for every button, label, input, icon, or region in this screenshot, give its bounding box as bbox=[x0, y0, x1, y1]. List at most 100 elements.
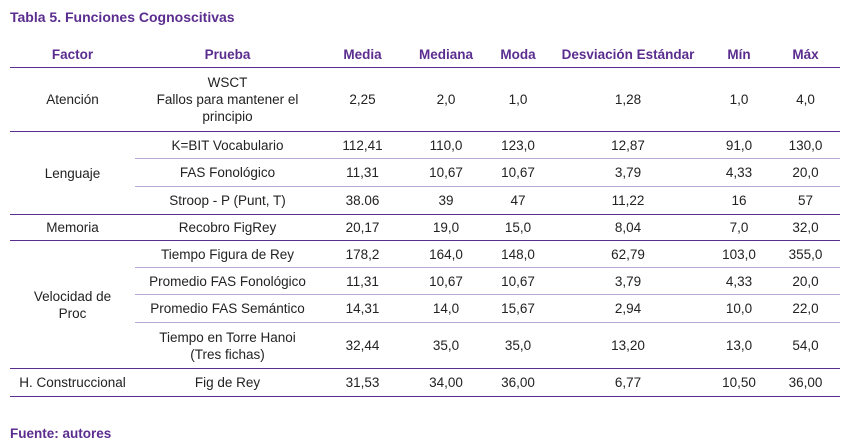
prueba-cell: Fig de Rey bbox=[135, 368, 320, 397]
table-row: Velocidad de Proc Tiempo Figura de Rey 1… bbox=[10, 240, 840, 369]
value-cell: 13,20 bbox=[549, 322, 707, 369]
table-title: Tabla 5. Funciones Cognoscitivas bbox=[10, 9, 235, 25]
prueba-line: WSCT bbox=[207, 75, 248, 90]
value-cell: 39 bbox=[405, 186, 487, 215]
header-media: Media bbox=[320, 42, 405, 68]
table-row: Tiempo en Torre Hanoi (Tres fichas) 32,4… bbox=[10, 322, 840, 369]
table-row: FAS Fonológico 11,31 10,67 10,67 3,79 4,… bbox=[10, 158, 840, 187]
value-cell: 35,0 bbox=[405, 322, 487, 369]
header-prueba: Prueba bbox=[135, 42, 320, 68]
value-cell: 15,0 bbox=[487, 214, 549, 241]
value-cell: 31,53 bbox=[320, 368, 405, 397]
prueba-cell: Tiempo en Torre Hanoi (Tres fichas) bbox=[135, 322, 320, 369]
value-cell: 10,50 bbox=[707, 368, 771, 397]
table-row: Lenguaje K=BIT Vocabulario 112,41 110,0 … bbox=[10, 131, 840, 215]
value-cell: 1,28 bbox=[549, 67, 707, 132]
value-cell: 4,33 bbox=[707, 158, 771, 187]
value-cell: 7,0 bbox=[707, 214, 771, 241]
prueba-cell: Stroop - P (Punt, T) bbox=[135, 186, 320, 215]
value-cell: 10,67 bbox=[487, 267, 549, 295]
prueba-cell: Tiempo Figura de Rey bbox=[135, 240, 320, 268]
value-cell: 112,41 bbox=[320, 131, 405, 159]
value-cell: 164,0 bbox=[405, 240, 487, 268]
value-cell: 20,17 bbox=[320, 214, 405, 241]
value-cell: 15,67 bbox=[487, 294, 549, 323]
header-mediana: Mediana bbox=[405, 42, 487, 68]
value-cell: 148,0 bbox=[487, 240, 549, 268]
value-cell: 3,79 bbox=[549, 158, 707, 187]
factor-cell: Lenguaje bbox=[10, 131, 135, 215]
value-cell: 123,0 bbox=[487, 131, 549, 159]
value-cell: 10,0 bbox=[707, 294, 771, 323]
value-cell: 11,22 bbox=[549, 186, 707, 215]
header-desviacion: Desviación Estándar bbox=[549, 42, 707, 68]
value-cell: 34,00 bbox=[405, 368, 487, 397]
value-cell: 355,0 bbox=[771, 240, 840, 268]
value-cell: 130,0 bbox=[771, 131, 840, 159]
value-cell: 20,0 bbox=[771, 267, 840, 295]
factor-cell: Atención bbox=[10, 67, 135, 132]
value-cell: 4,0 bbox=[771, 67, 840, 132]
header-max: Máx bbox=[771, 42, 840, 68]
value-cell: 11,31 bbox=[320, 158, 405, 187]
value-cell: 22,0 bbox=[771, 294, 840, 323]
value-cell: 14,31 bbox=[320, 294, 405, 323]
value-cell: 12,87 bbox=[549, 131, 707, 159]
value-cell: 1,0 bbox=[707, 67, 771, 132]
value-cell: 6,77 bbox=[549, 368, 707, 397]
value-cell: 103,0 bbox=[707, 240, 771, 268]
value-cell: 54,0 bbox=[771, 322, 840, 369]
value-cell: 38.06 bbox=[320, 186, 405, 215]
value-cell: 4,33 bbox=[707, 267, 771, 295]
table-row: Atención WSCT Fallos para mantener el pr… bbox=[10, 67, 840, 132]
value-cell: 14,0 bbox=[405, 294, 487, 323]
prueba-cell: Promedio FAS Semántico bbox=[135, 294, 320, 323]
value-cell: 32,0 bbox=[771, 214, 840, 241]
value-cell: 19,0 bbox=[405, 214, 487, 241]
value-cell: 1,0 bbox=[487, 67, 549, 132]
table-row: Promedio FAS Semántico 14,31 14,0 15,67 … bbox=[10, 294, 840, 323]
value-cell: 62,79 bbox=[549, 240, 707, 268]
value-cell: 2,94 bbox=[549, 294, 707, 323]
value-cell: 16 bbox=[707, 186, 771, 215]
factor-cell: Velocidad de Proc bbox=[10, 240, 135, 369]
table-row: Stroop - P (Punt, T) 38.06 39 47 11,22 1… bbox=[10, 186, 840, 215]
value-cell: 36,00 bbox=[487, 368, 549, 397]
prueba-line: Fallos para mantener el bbox=[156, 92, 299, 107]
prueba-cell: FAS Fonológico bbox=[135, 158, 320, 187]
value-cell: 47 bbox=[487, 186, 549, 215]
table-row: Memoria Recobro FigRey 20,17 19,0 15,0 8… bbox=[10, 214, 840, 241]
value-cell: 11,31 bbox=[320, 267, 405, 295]
value-cell: 8,04 bbox=[549, 214, 707, 241]
factor-cell: Memoria bbox=[10, 214, 135, 241]
table-row: H. Construccional Fig de Rey 31,53 34,00… bbox=[10, 368, 840, 397]
header-moda: Moda bbox=[487, 42, 549, 68]
source-note: Fuente: autores bbox=[10, 426, 112, 441]
value-cell: 32,44 bbox=[320, 322, 405, 369]
value-cell: 10,67 bbox=[487, 158, 549, 187]
value-cell: 36,00 bbox=[771, 368, 840, 397]
value-cell: 20,0 bbox=[771, 158, 840, 187]
factor-cell: H. Construccional bbox=[10, 368, 135, 397]
value-cell: 13,0 bbox=[707, 322, 771, 369]
value-cell: 2,25 bbox=[320, 67, 405, 132]
prueba-line: Tiempo en Torre Hanoi bbox=[159, 329, 296, 345]
prueba-cell: WSCT Fallos para mantener el principio bbox=[135, 67, 320, 132]
header-row: Factor Prueba Media Mediana Moda Desviac… bbox=[10, 42, 840, 68]
prueba-cell: K=BIT Vocabulario bbox=[135, 131, 320, 159]
table-row: Promedio FAS Fonológico 11,31 10,67 10,6… bbox=[10, 267, 840, 295]
value-cell: 57 bbox=[771, 186, 840, 215]
value-cell: 10,67 bbox=[405, 158, 487, 187]
value-cell: 2,0 bbox=[405, 67, 487, 132]
header-factor: Factor bbox=[10, 42, 135, 68]
value-cell: 10,67 bbox=[405, 267, 487, 295]
prueba-cell: Recobro FigRey bbox=[135, 214, 320, 241]
value-cell: 91,0 bbox=[707, 131, 771, 159]
value-cell: 110,0 bbox=[405, 131, 487, 159]
factor-line: Proc bbox=[58, 305, 87, 321]
value-cell: 3,79 bbox=[549, 267, 707, 295]
prueba-cell: Promedio FAS Fonológico bbox=[135, 267, 320, 295]
cognitive-functions-table: Factor Prueba Media Mediana Moda Desviac… bbox=[10, 42, 840, 397]
prueba-line: principio bbox=[202, 109, 253, 124]
factor-line: Velocidad de bbox=[33, 288, 112, 304]
